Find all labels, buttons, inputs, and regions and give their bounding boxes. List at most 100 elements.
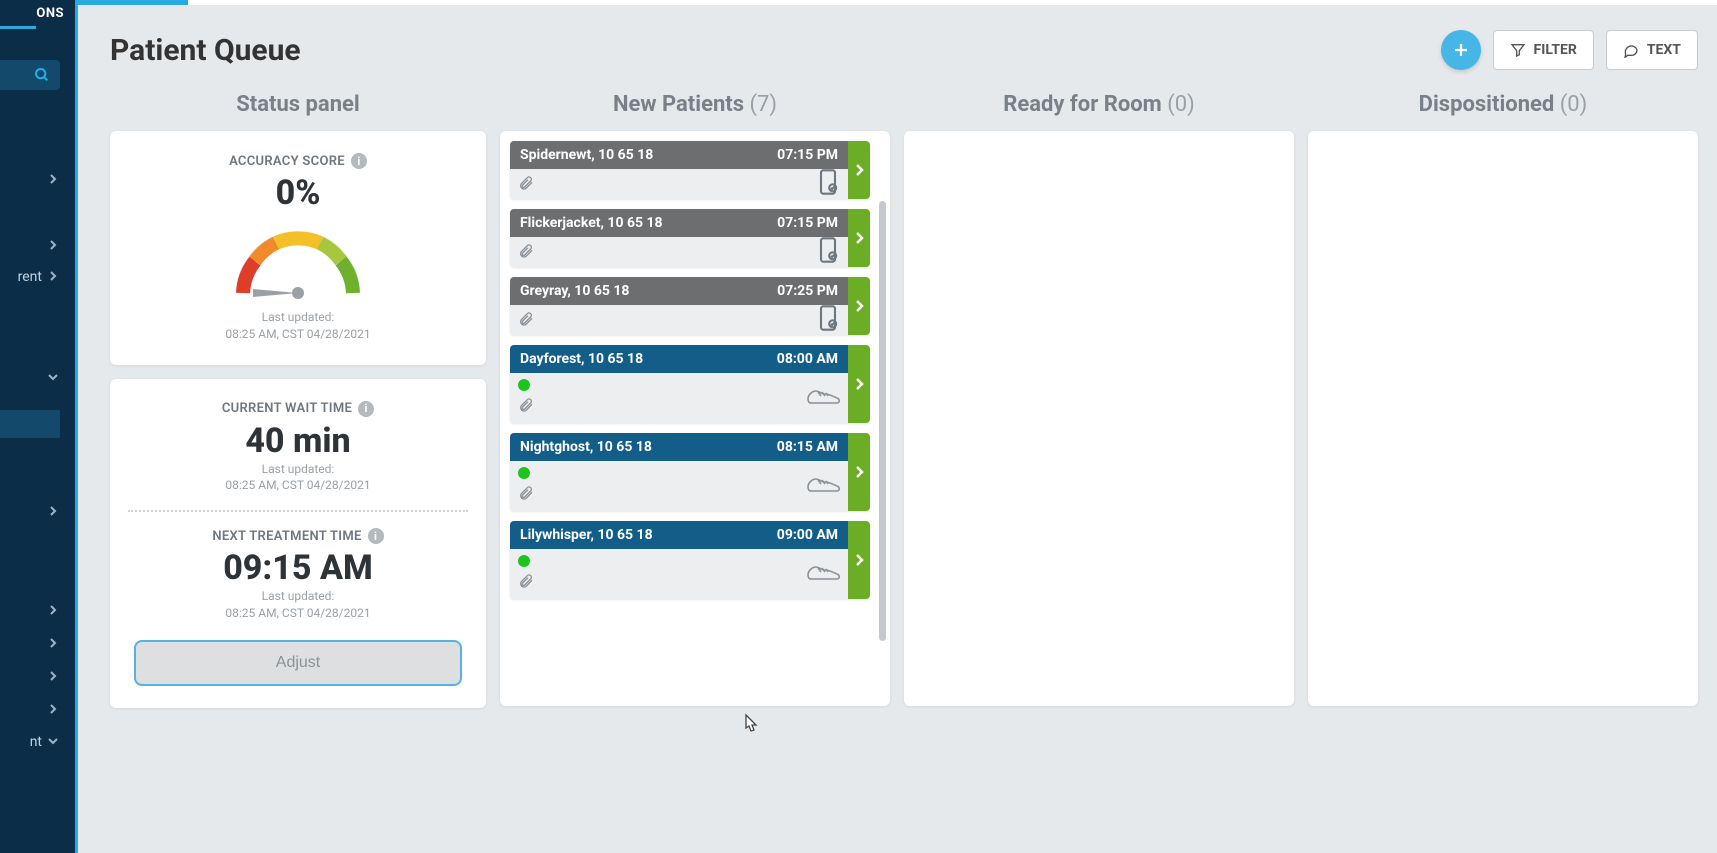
sidebar-item-nt[interactable]: nt bbox=[0, 725, 78, 759]
columns: Status panel ACCURACY SCORE i 0% bbox=[110, 92, 1698, 708]
next-label: NEXT TREATMENT TIME bbox=[212, 529, 361, 544]
next-updated-label: Last updated: bbox=[134, 588, 462, 605]
patient-name: Greyray, 10 65 18 bbox=[520, 283, 629, 299]
filter-label: FILTER bbox=[1534, 42, 1577, 58]
status-dot-icon bbox=[518, 379, 530, 391]
sidebar-item-7[interactable] bbox=[0, 659, 78, 693]
sidebar-active-item[interactable] bbox=[0, 410, 60, 438]
sidebar-top-label: ONS bbox=[0, 6, 78, 21]
main: Patient Queue FILTER TEXT Status panel bbox=[78, 0, 1717, 853]
info-icon[interactable]: i bbox=[368, 528, 384, 544]
accuracy-value: 0% bbox=[134, 173, 462, 213]
dispositioned-count: (0) bbox=[1560, 92, 1588, 117]
attachment-icon[interactable] bbox=[518, 573, 840, 589]
sidebar-item-rent-label: rent bbox=[18, 269, 42, 285]
expand-button[interactable] bbox=[848, 141, 870, 199]
sidebar-item-nt-label: nt bbox=[30, 734, 42, 750]
patient-name: Dayforest, 10 65 18 bbox=[520, 351, 643, 367]
wait-label: CURRENT WAIT TIME bbox=[222, 401, 352, 416]
info-icon[interactable]: i bbox=[351, 153, 367, 169]
sidebar-item-2[interactable] bbox=[0, 228, 78, 262]
ready-panel bbox=[904, 131, 1294, 706]
gauge bbox=[134, 223, 462, 303]
wait-updated-label: Last updated: bbox=[134, 461, 462, 478]
new-patients-title: New Patients bbox=[613, 92, 744, 117]
expand-button[interactable] bbox=[848, 433, 870, 511]
filter-button[interactable]: FILTER bbox=[1493, 30, 1594, 70]
chat-icon bbox=[1623, 42, 1639, 58]
dispositioned-title: Dispositioned bbox=[1419, 92, 1555, 117]
attachment-icon[interactable] bbox=[518, 311, 840, 327]
divider bbox=[128, 510, 468, 512]
ready-title: Ready for Room bbox=[1003, 92, 1161, 117]
status-column-title: Status panel bbox=[110, 92, 486, 117]
sidebar: ONS rent nt bbox=[0, 0, 78, 853]
sidebar-search[interactable] bbox=[0, 60, 60, 90]
next-value: 09:15 AM bbox=[134, 548, 462, 588]
patient-card[interactable]: Nightghost, 10 65 1808:15 AM bbox=[510, 433, 870, 511]
header: Patient Queue FILTER TEXT bbox=[110, 30, 1698, 70]
dispositioned-panel bbox=[1308, 131, 1698, 706]
attachment-icon[interactable] bbox=[518, 243, 840, 259]
sidebar-item-4[interactable] bbox=[0, 494, 78, 528]
plus-icon bbox=[1452, 41, 1470, 59]
patient-card[interactable]: Greyray, 10 65 1807:25 PM bbox=[510, 277, 870, 335]
ready-count: (0) bbox=[1167, 92, 1195, 117]
topbar bbox=[78, 0, 1717, 5]
new-patients-count: (7) bbox=[750, 92, 778, 117]
patient-card[interactable]: Dayforest, 10 65 18 08:00 AM bbox=[510, 345, 870, 423]
patient-name: Lilywhisper, 10 65 18 bbox=[520, 527, 653, 543]
status-column: Status panel ACCURACY SCORE i 0% bbox=[110, 92, 486, 708]
expand-button[interactable] bbox=[848, 277, 870, 335]
wait-next-card: CURRENT WAIT TIME i 40 min Last updated:… bbox=[110, 379, 486, 708]
status-dot-icon bbox=[518, 467, 530, 479]
accuracy-card: ACCURACY SCORE i 0% bbox=[110, 131, 486, 365]
sidebar-item-1[interactable] bbox=[0, 162, 78, 196]
patient-time: 08:00 AM bbox=[777, 351, 838, 367]
adjust-button[interactable]: Adjust bbox=[134, 640, 462, 686]
wait-updated-time: 08:25 AM, CST 04/28/2021 bbox=[134, 477, 462, 494]
sidebar-item-6[interactable] bbox=[0, 626, 78, 660]
patient-time: 07:15 PM bbox=[777, 215, 838, 231]
status-dot-icon bbox=[518, 555, 530, 567]
patient-card[interactable]: Lilywhisper, 10 65 1809:00 AM bbox=[510, 521, 870, 599]
sidebar-item-rent[interactable]: rent bbox=[0, 260, 78, 294]
add-button[interactable] bbox=[1441, 30, 1481, 70]
new-patients-panel: Spidernewt, 10 65 1807:15 PM Flickerjacke… bbox=[500, 131, 890, 706]
page-title: Patient Queue bbox=[110, 33, 301, 68]
dispositioned-column: Dispositioned (0) bbox=[1308, 92, 1698, 708]
sidebar-item-3[interactable] bbox=[0, 360, 78, 394]
topbar-gap bbox=[188, 0, 458, 5]
expand-button[interactable] bbox=[848, 345, 870, 423]
shoe-icon bbox=[806, 385, 842, 411]
expand-button[interactable] bbox=[848, 209, 870, 267]
ready-column: Ready for Room (0) bbox=[904, 92, 1294, 708]
patient-card[interactable]: Flickerjacket, 10 65 18 07:15 PM bbox=[510, 209, 870, 267]
accuracy-updated-label: Last updated: bbox=[134, 309, 462, 326]
info-icon[interactable]: i bbox=[358, 401, 374, 417]
expand-button[interactable] bbox=[848, 521, 870, 599]
attachment-icon[interactable] bbox=[518, 485, 840, 501]
chevron-right-icon bbox=[48, 270, 58, 285]
wait-value: 40 min bbox=[134, 421, 462, 461]
text-button[interactable]: TEXT bbox=[1606, 30, 1698, 70]
attachment-icon[interactable] bbox=[518, 175, 840, 191]
chevron-down-icon bbox=[48, 735, 58, 750]
shoe-icon bbox=[806, 561, 842, 587]
sidebar-item-8[interactable] bbox=[0, 692, 78, 726]
new-patients-column: New Patients (7) Spidernewt, 10 65 1807:… bbox=[500, 92, 890, 708]
patient-name: Flickerjacket, 10 65 18 bbox=[520, 215, 663, 231]
sidebar-tab-underline bbox=[0, 26, 36, 29]
device-check-icon bbox=[814, 304, 842, 335]
scrollbar[interactable] bbox=[879, 201, 886, 641]
accuracy-label: ACCURACY SCORE bbox=[229, 154, 345, 169]
sidebar-item-5[interactable] bbox=[0, 593, 78, 627]
patient-card[interactable]: Spidernewt, 10 65 1807:15 PM bbox=[510, 141, 870, 199]
next-updated-time: 08:25 AM, CST 04/28/2021 bbox=[134, 605, 462, 622]
device-check-icon bbox=[814, 236, 842, 267]
header-actions: FILTER TEXT bbox=[1441, 30, 1698, 70]
patient-time: 08:15 AM bbox=[777, 439, 838, 455]
device-check-icon bbox=[814, 168, 842, 199]
accuracy-updated-time: 08:25 AM, CST 04/28/2021 bbox=[134, 326, 462, 343]
attachment-icon[interactable] bbox=[518, 397, 840, 413]
